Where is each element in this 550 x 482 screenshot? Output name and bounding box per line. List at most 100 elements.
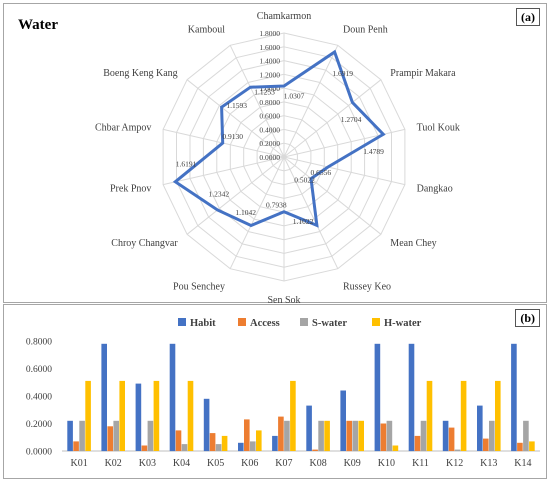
radar-tick-label: 0.4000	[259, 125, 280, 134]
bar-h-water	[119, 380, 125, 451]
x-tick-label: K14	[514, 458, 531, 469]
bar-habit	[135, 383, 142, 451]
radar-value-label: 0.9130	[222, 132, 243, 141]
legend-swatch	[372, 318, 380, 326]
bar-access	[448, 427, 455, 451]
bar-access	[483, 438, 489, 451]
radar-value-label: 1.1022	[293, 217, 314, 226]
legend-swatch	[238, 318, 246, 326]
x-tick-label: K09	[344, 458, 361, 469]
radar-value-label: 1.6191	[176, 159, 197, 168]
x-tick-label: K06	[241, 458, 258, 469]
bar-s-water	[489, 420, 495, 452]
radar-tick-label: 0.0000	[259, 153, 280, 162]
radar-value-label: 1.4789	[363, 147, 384, 156]
bar-s-water	[215, 444, 222, 451]
radar-spoke	[229, 156, 285, 269]
y-tick-label: 0.2000	[26, 420, 52, 430]
bar-h-water	[495, 380, 501, 451]
bar-h-water	[290, 380, 296, 451]
bar-h-water	[153, 380, 160, 451]
y-tick-label: 0.6000	[26, 365, 52, 375]
radar-tick-label: 1.2000	[259, 70, 280, 79]
radar-spoke	[283, 156, 382, 235]
radar-value-label: 1.6919	[332, 69, 353, 78]
radar-value-label: 1.0307	[284, 91, 305, 100]
bar-h-water	[392, 445, 399, 451]
radar-series-line	[172, 49, 386, 228]
bar-access	[312, 449, 318, 451]
radar-chart: 0.0000 0.2000 0.4000 0.6000 0.8000 1.0000 1.20…	[95, 11, 460, 304]
panel-a-label: (a)	[516, 8, 540, 26]
bar-habit	[306, 405, 312, 451]
bar-habit	[101, 343, 107, 452]
bar-h-water	[256, 430, 262, 451]
radar-spoke	[283, 128, 406, 158]
radar-tick-label: 0.6000	[259, 112, 280, 121]
radar-spoke	[283, 79, 382, 158]
bar-access	[380, 423, 387, 451]
panel-a-title: Water	[18, 17, 58, 33]
bar-access	[414, 435, 421, 451]
x-tick-label: K10	[378, 458, 395, 469]
radar-category-label: Chamkarmon	[257, 11, 311, 22]
bar-s-water	[523, 420, 529, 452]
radar-category-label: Kamboul	[188, 25, 225, 36]
radar-spoke	[283, 156, 406, 186]
bar-habit	[408, 343, 415, 452]
bar-habit	[67, 420, 73, 452]
bar-habit	[442, 420, 449, 452]
radar-spoke	[229, 45, 285, 158]
legend-swatch	[178, 318, 186, 326]
bar-s-water	[420, 420, 427, 452]
bar-panel: (b) Habit Access S-water H-water 0.0000 0.200…	[3, 304, 547, 479]
bar-s-water	[147, 420, 154, 452]
bar-habit	[272, 435, 278, 451]
x-tick-label: K01	[70, 458, 87, 469]
legend-label-access: Access	[250, 318, 280, 329]
bar-h-water	[221, 435, 228, 451]
radar-value-label: 1.1253	[254, 88, 275, 97]
panel-b-label: (b)	[515, 309, 540, 327]
radar-value-label: 0.5022	[294, 176, 315, 185]
radar-spoke	[186, 79, 285, 158]
bar-habit	[374, 343, 381, 452]
bar-access	[73, 441, 79, 451]
bar-access	[175, 430, 182, 451]
bar-access	[244, 419, 250, 451]
radar-category-label: Russey Keo	[343, 282, 391, 293]
radar-category-label: Dangkao	[417, 183, 453, 194]
radar-value-label: 1.1042	[235, 208, 256, 217]
bar-s-water	[352, 420, 358, 452]
bar-habit	[511, 343, 517, 452]
legend-swatch	[300, 318, 308, 326]
radar-category-label: Mean Chey	[390, 238, 436, 249]
radar-panel: Water (a) 0.0000 0.2000 0.4000 0.6000 0.8000…	[3, 3, 547, 304]
bar-access	[107, 426, 113, 452]
radar-tick-label: 0.8000	[259, 98, 280, 107]
radar-category-label: Prampir Makara	[390, 68, 456, 79]
bar-access	[346, 420, 352, 452]
bar-access	[209, 433, 216, 451]
bar-access	[141, 445, 148, 451]
radar-tick-label: 0.2000	[259, 139, 280, 148]
bar-s-water	[250, 441, 256, 451]
radar-value-label: 1.2704	[341, 115, 362, 124]
radar-spoke	[283, 45, 339, 158]
bar-access	[517, 442, 523, 452]
bar-habit	[477, 405, 483, 451]
radar-value-label: 0.7938	[266, 201, 287, 210]
bar-habit	[203, 398, 210, 452]
radar-value-label: 0.6556	[310, 168, 331, 177]
y-tick-label: 0.4000	[26, 393, 52, 403]
bar-h-water	[426, 380, 433, 451]
bar-habit	[238, 442, 244, 452]
bar-habit	[169, 343, 176, 452]
bar-s-water	[113, 420, 119, 452]
radar-category-label: Tuol Kouk	[417, 123, 460, 134]
x-tick-label: K12	[446, 458, 463, 469]
x-tick-label: K02	[105, 458, 122, 469]
x-tick-label: K03	[139, 458, 156, 469]
bar-chart: Habit Access S-water H-water 0.0000 0.2000 0.4…	[26, 318, 540, 469]
x-tick-label: K04	[173, 458, 190, 469]
